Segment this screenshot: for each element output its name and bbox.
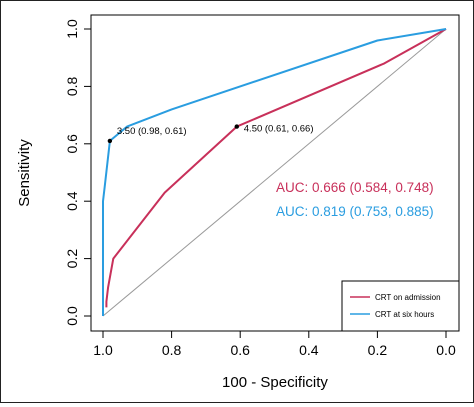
y-tick-label: 0.6 bbox=[64, 134, 80, 154]
auc-label: AUC: 0.819 (0.753, 0.885) bbox=[276, 204, 434, 219]
plot-border bbox=[90, 14, 460, 332]
cutoff-label: 3.50 (0.98, 0.61) bbox=[117, 126, 187, 137]
roc-curve-series-1 bbox=[105, 28, 447, 308]
x-tick-label: 0.2 bbox=[368, 342, 388, 358]
legend-box bbox=[341, 280, 460, 332]
y-tick-label: 0.0 bbox=[64, 306, 80, 326]
cutoff-point bbox=[234, 124, 239, 129]
x-tick-label: 0.4 bbox=[299, 342, 319, 358]
y-tick-label: 0.8 bbox=[64, 76, 80, 96]
x-tick-label: 0.8 bbox=[162, 342, 182, 358]
x-tick-label: 0.0 bbox=[436, 342, 456, 358]
y-axis-title: Sensitivity bbox=[16, 139, 33, 207]
legend-label: CRT at six hours bbox=[375, 310, 434, 319]
cutoff-label: 4.50 (0.61, 0.66) bbox=[244, 124, 314, 135]
roc-curve-series-2 bbox=[102, 28, 447, 316]
reference-diagonal-line bbox=[102, 28, 447, 317]
y-tick-label: 1.0 bbox=[64, 19, 80, 39]
auc-label: AUC: 0.666 (0.584, 0.748) bbox=[276, 180, 434, 195]
cutoff-point bbox=[107, 138, 113, 144]
legend-label: CRT on admission bbox=[375, 293, 441, 302]
y-tick-label: 0.2 bbox=[64, 249, 80, 269]
x-tick-label: 1.0 bbox=[93, 342, 113, 358]
x-axis-title: 100 - Specificity bbox=[222, 374, 328, 391]
x-tick-label: 0.6 bbox=[230, 342, 250, 358]
y-tick-label: 0.4 bbox=[64, 191, 80, 211]
